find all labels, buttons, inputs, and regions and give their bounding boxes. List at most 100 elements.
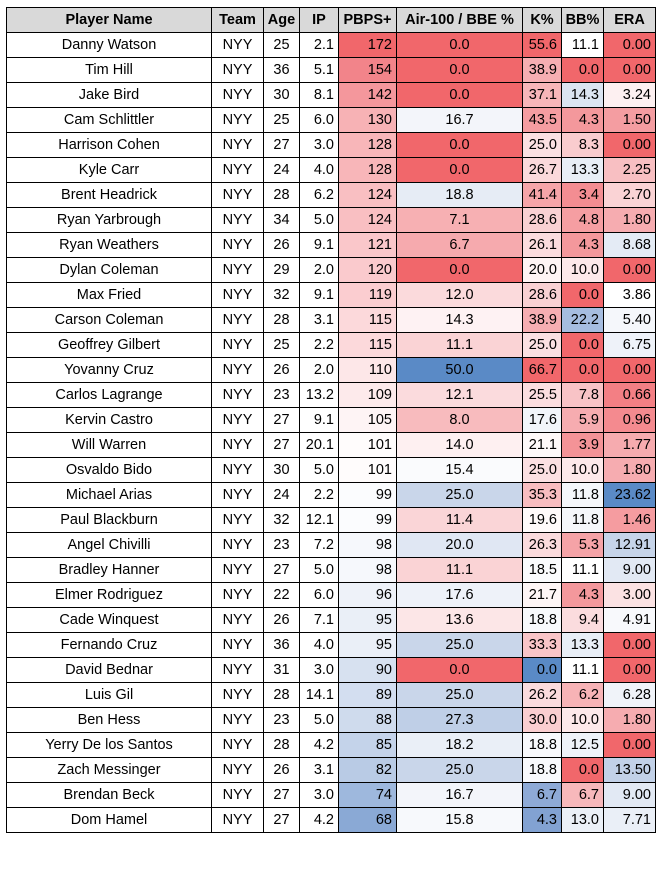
ip-cell: 4.2 [299,732,339,758]
table-row: Luis Gil NYY 28 14.1 89 25.0 26.2 6.2 6.28 [6,682,656,708]
air-cell: 13.6 [396,607,523,633]
player-name-cell[interactable]: Dylan Coleman [6,257,212,283]
player-name-cell[interactable]: Brent Headrick [6,182,212,208]
col-header-ip[interactable]: IP [299,7,339,33]
col-header-age[interactable]: Age [263,7,300,33]
k-pct-cell: 20.0 [522,257,562,283]
table-row: Kyle Carr NYY 24 4.0 128 0.0 26.7 13.3 2.25 [6,157,656,183]
ip-cell: 3.0 [299,132,339,158]
ip-cell: 5.0 [299,557,339,583]
player-name-cell[interactable]: Harrison Cohen [6,132,212,158]
player-name-cell[interactable]: Cam Schlittler [6,107,212,133]
table-row: Brendan Beck NYY 27 3.0 74 16.7 6.7 6.7 9.00 [6,782,656,808]
player-name-cell[interactable]: Yerry De los Santos [6,732,212,758]
age-cell: 24 [263,157,300,183]
air-cell: 50.0 [396,357,523,383]
team-cell: NYY [211,207,264,233]
air-cell: 0.0 [396,657,523,683]
player-name-cell[interactable]: Luis Gil [6,682,212,708]
player-name-cell[interactable]: Carson Coleman [6,307,212,333]
player-name-cell[interactable]: Fernando Cruz [6,632,212,658]
era-cell: 2.70 [603,182,656,208]
player-name-cell[interactable]: Jake Bird [6,82,212,108]
air-cell: 0.0 [396,32,523,58]
col-header-pbps[interactable]: PBPS+ [338,7,397,33]
bb-pct-cell: 14.3 [561,82,604,108]
team-cell: NYY [211,232,264,258]
player-name-cell[interactable]: Paul Blackburn [6,507,212,533]
player-name-cell[interactable]: David Bednar [6,657,212,683]
ip-cell: 4.2 [299,807,339,833]
age-cell: 26 [263,232,300,258]
player-name-cell[interactable]: Ryan Yarbrough [6,207,212,233]
table-row: Dom Hamel NYY 27 4.2 68 15.8 4.3 13.0 7.71 [6,807,656,833]
team-cell: NYY [211,607,264,633]
player-name-cell[interactable]: Kervin Castro [6,407,212,433]
player-name-cell[interactable]: Zach Messinger [6,757,212,783]
ip-cell: 2.2 [299,332,339,358]
age-cell: 30 [263,457,300,483]
age-cell: 23 [263,532,300,558]
ip-cell: 8.1 [299,82,339,108]
table-row: Will Warren NYY 27 20.1 101 14.0 21.1 3.9 1.77 [6,432,656,458]
col-header-bb-pct[interactable]: BB% [561,7,604,33]
ip-cell: 9.1 [299,232,339,258]
player-name-cell[interactable]: Brendan Beck [6,782,212,808]
col-header-era[interactable]: ERA [603,7,656,33]
player-name-cell[interactable]: Angel Chivilli [6,532,212,558]
bb-pct-cell: 13.3 [561,157,604,183]
player-name-cell[interactable]: Danny Watson [6,32,212,58]
player-name-cell[interactable]: Dom Hamel [6,807,212,833]
col-header-air[interactable]: Air-100 / BBE % [396,7,523,33]
table-row: Bradley Hanner NYY 27 5.0 98 11.1 18.5 11.1 9.00 [6,557,656,583]
team-cell: NYY [211,432,264,458]
bb-pct-cell: 10.0 [561,457,604,483]
player-name-cell[interactable]: Will Warren [6,432,212,458]
bb-pct-cell: 9.4 [561,607,604,633]
k-pct-cell: 26.2 [522,682,562,708]
bb-pct-cell: 3.9 [561,432,604,458]
table-row: Kervin Castro NYY 27 9.1 105 8.0 17.6 5.9 0.96 [6,407,656,433]
table-row: Michael Arias NYY 24 2.2 99 25.0 35.3 11.8 23.62 [6,482,656,508]
age-cell: 32 [263,282,300,308]
bb-pct-cell: 4.3 [561,107,604,133]
player-name-cell[interactable]: Tim Hill [6,57,212,83]
col-header-team[interactable]: Team [211,7,264,33]
age-cell: 27 [263,407,300,433]
col-header-k-pct[interactable]: K% [522,7,562,33]
team-cell: NYY [211,732,264,758]
player-name-cell[interactable]: Elmer Rodriguez [6,582,212,608]
pbps-cell: 90 [338,657,397,683]
player-name-cell[interactable]: Kyle Carr [6,157,212,183]
era-cell: 3.86 [603,282,656,308]
era-cell: 12.91 [603,532,656,558]
pbps-cell: 121 [338,232,397,258]
player-name-cell[interactable]: Bradley Hanner [6,557,212,583]
player-name-cell[interactable]: Ben Hess [6,707,212,733]
era-cell: 13.50 [603,757,656,783]
pbps-cell: 154 [338,57,397,83]
player-name-cell[interactable]: Carlos Lagrange [6,382,212,408]
era-cell: 1.77 [603,432,656,458]
bb-pct-cell: 11.1 [561,32,604,58]
ip-cell: 9.1 [299,282,339,308]
col-header-player-name[interactable]: Player Name [6,7,212,33]
era-cell: 0.00 [603,57,656,83]
player-name-cell[interactable]: Ryan Weathers [6,232,212,258]
ip-cell: 2.0 [299,357,339,383]
age-cell: 27 [263,782,300,808]
player-name-cell[interactable]: Max Fried [6,282,212,308]
player-name-cell[interactable]: Osvaldo Bido [6,457,212,483]
player-name-cell[interactable]: Yovanny Cruz [6,357,212,383]
age-cell: 29 [263,257,300,283]
ip-cell: 3.1 [299,757,339,783]
pbps-cell: 74 [338,782,397,808]
table-row: Elmer Rodriguez NYY 22 6.0 96 17.6 21.7 4.3 3.00 [6,582,656,608]
player-name-cell[interactable]: Geoffrey Gilbert [6,332,212,358]
player-name-cell[interactable]: Cade Winquest [6,607,212,633]
player-name-cell[interactable]: Michael Arias [6,482,212,508]
age-cell: 32 [263,507,300,533]
era-cell: 5.40 [603,307,656,333]
air-cell: 20.0 [396,532,523,558]
team-cell: NYY [211,32,264,58]
